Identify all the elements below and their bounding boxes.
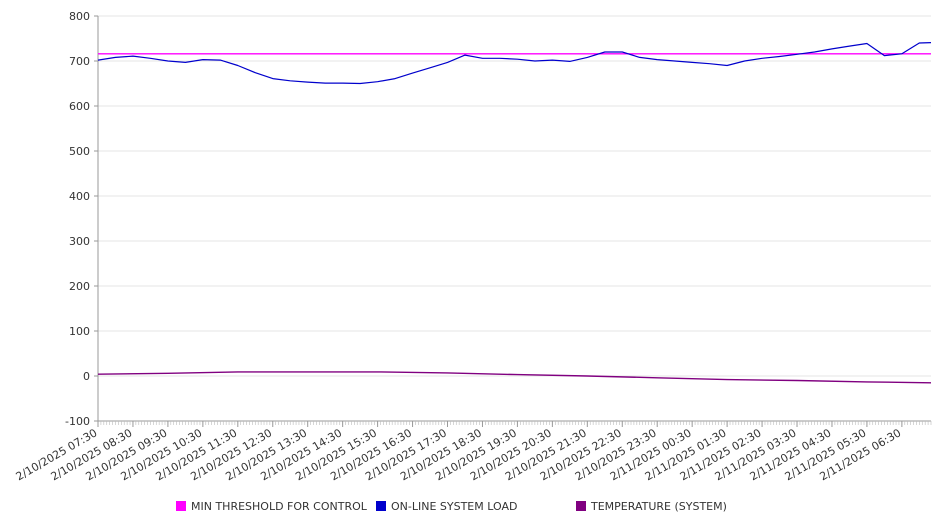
y-tick-label: 0 bbox=[83, 370, 90, 383]
y-tick-label: 300 bbox=[69, 235, 90, 248]
grid-lines bbox=[98, 15, 931, 377]
x-axis-ticks: 2/10/2025 07:302/10/2025 08:302/10/2025 … bbox=[14, 421, 932, 483]
y-tick-label: 700 bbox=[69, 55, 90, 68]
legend: MIN THRESHOLD FOR CONTROL ON-LINE SYSTEM… bbox=[0, 497, 946, 515]
y-axis-ticks: 800 700 600 500 400 300 200 100 0 -100 bbox=[65, 10, 98, 428]
y-tick-label: -100 bbox=[65, 415, 90, 428]
y-tick-label: 200 bbox=[69, 280, 90, 293]
legend-label-system-load: ON-LINE SYSTEM LOAD bbox=[391, 499, 518, 513]
y-tick-label: 500 bbox=[69, 145, 90, 158]
legend-swatch-min-threshold bbox=[176, 501, 186, 511]
axes bbox=[97, 16, 931, 422]
legend-label-min-threshold: MIN THRESHOLD FOR CONTROL bbox=[191, 499, 367, 513]
legend-item-system-load: ON-LINE SYSTEM LOAD bbox=[376, 497, 517, 515]
legend-item-temperature: TEMPERATURE (SYSTEM) bbox=[576, 497, 727, 515]
series-line-temperature bbox=[97, 371, 932, 384]
legend-swatch-system-load bbox=[376, 501, 386, 511]
y-tick-label: 800 bbox=[69, 10, 90, 23]
series-line-system-load bbox=[97, 42, 932, 85]
legend-swatch-temperature bbox=[576, 501, 586, 511]
y-tick-label: 100 bbox=[69, 325, 90, 338]
y-tick-label: 400 bbox=[69, 190, 90, 203]
series-lines bbox=[97, 42, 932, 384]
y-tick-label: 600 bbox=[69, 100, 90, 113]
legend-item-min-threshold: MIN THRESHOLD FOR CONTROL bbox=[176, 497, 367, 515]
legend-label-temperature: TEMPERATURE (SYSTEM) bbox=[591, 499, 727, 513]
